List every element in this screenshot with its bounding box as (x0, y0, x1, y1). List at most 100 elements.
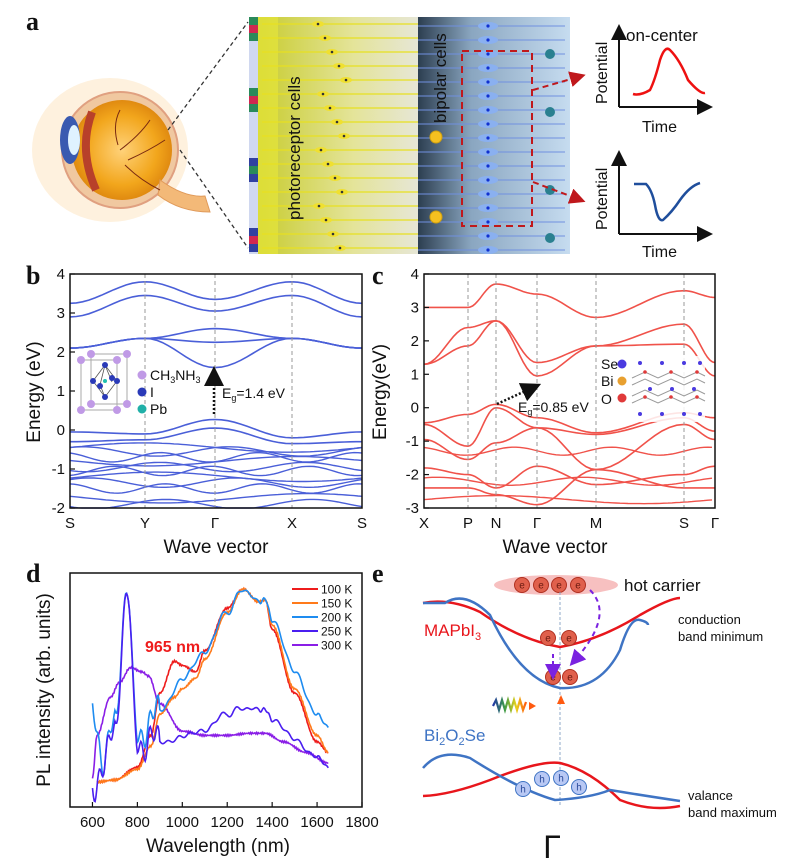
relaxation-arrow-long (569, 589, 601, 666)
potential-label-top: Potential (594, 42, 611, 104)
bipolar-nucleus (486, 192, 490, 196)
band-line-dense (69, 477, 363, 488)
bipolar-nucleus (486, 164, 490, 168)
cell-nucleus (335, 120, 339, 124)
on-center-title: on-center (626, 26, 698, 45)
panel-c-xlabel: Wave vector (503, 537, 609, 558)
ganglion-cell (545, 49, 555, 59)
panel-d-series (91, 586, 329, 803)
xtick-label: 1400 (255, 814, 288, 831)
xtick-label: 1600 (300, 814, 333, 831)
hole-symbol: h (576, 783, 582, 794)
bipolar-nucleus (486, 248, 490, 252)
cell-nucleus (330, 50, 334, 54)
cell-nucleus (316, 22, 320, 26)
ytick-label: 3 (57, 305, 65, 322)
photoreceptor-cells-label: photoreceptor cells (285, 76, 304, 220)
panel-d-ylabel: PL intensity (arb. units) (34, 593, 55, 787)
ganglion-cell (545, 233, 555, 243)
ytick-label: 0 (57, 422, 65, 439)
panel-letter-d: d (26, 559, 41, 588)
band-line-dense (69, 483, 363, 494)
band-line-dense (69, 492, 363, 504)
ytick-label: -2 (52, 500, 65, 517)
ytick-label: -1 (406, 433, 419, 450)
ytick-label: 2 (411, 333, 419, 350)
cell-nucleus (342, 134, 346, 138)
bipolar-nucleus (486, 80, 490, 84)
legend-o: O (601, 391, 612, 407)
panel-b-ylabel: Energy (eV) (24, 341, 45, 442)
pl-series-200k (91, 589, 329, 778)
panel-b-xlabel: Wave vector (164, 537, 270, 558)
off-center-trace (634, 181, 701, 222)
xtick-label: 600 (80, 814, 105, 831)
hole-symbol: h (539, 775, 545, 786)
mapbi3-label: MAPbI3 (424, 621, 481, 643)
panel-c-axes: X P N Γ M S Γ -3 -2 -1 0 1 2 3 4 (406, 266, 719, 532)
legend-pb: Pb (150, 401, 167, 417)
relaxed-electron-symbol: e (550, 673, 556, 684)
bi2o2se-conduction-band (423, 597, 650, 690)
panel-c-frame (423, 273, 716, 509)
band-line-cb2 (69, 337, 363, 349)
bipolar-nucleus (486, 66, 490, 70)
ytick-label: 0 (411, 400, 419, 417)
legend-ch3nh3: CH3NH3 (150, 367, 201, 385)
xtick-label: 800 (125, 814, 150, 831)
bandgap-label-c: Eg=0.85 eV (518, 399, 589, 417)
band-line-dense (423, 494, 713, 505)
kpoint-label: Y (140, 515, 150, 532)
band-line-dense (69, 471, 363, 483)
cell-nucleus (333, 176, 337, 180)
kpoint-label: M (590, 515, 603, 532)
kpoint-label: Γ (211, 515, 219, 532)
legend-label: 100 K (321, 583, 352, 597)
kpoint-label: N (491, 515, 502, 532)
bipolar-nucleus (486, 52, 490, 56)
electron-symbol: e (566, 634, 572, 645)
band-line-dense (69, 446, 363, 457)
legend-label: 200 K (321, 611, 352, 625)
on-center-graph: on-center Potential Time (594, 24, 713, 136)
xtick-label: 1800 (345, 814, 378, 831)
panel-d-xlabel: Wavelength (nm) (146, 836, 290, 857)
hot-electron-symbol: e (538, 581, 544, 592)
gamma-point-label: Γ (543, 829, 561, 865)
ytick-label: 4 (57, 266, 65, 283)
zoom-line-bottom (179, 149, 249, 249)
photon-wave-icon (492, 696, 528, 714)
bipolar-nucleus (486, 234, 490, 238)
bipolar-nucleus (486, 178, 490, 182)
panel-d-frame (69, 572, 363, 808)
electron-symbol: e (545, 634, 551, 645)
band-line-dense (423, 446, 713, 456)
xtick-label: 1200 (211, 814, 244, 831)
hot-electron (551, 577, 567, 593)
cell-nucleus (323, 36, 327, 40)
panel-letter-c: c (372, 261, 384, 290)
relaxed-electron-symbol: e (567, 673, 573, 684)
ytick-label: 4 (411, 266, 419, 283)
panel-d-axes: 600 800 1000 1200 1400 1600 1800 (80, 802, 379, 831)
ganglion-cell (545, 107, 555, 117)
bipolar-nucleus (486, 94, 490, 98)
hole-symbol: h (558, 774, 564, 785)
panel-b-inset-legend: CH3NH3 I Pb (137, 367, 201, 417)
bipolar-nucleus (486, 220, 490, 224)
legend-bi: Bi (601, 373, 613, 389)
electron (561, 630, 577, 646)
potential-label-bottom: Potential (594, 168, 611, 230)
cell-nucleus (337, 64, 341, 68)
ytick-label: -1 (52, 461, 65, 478)
band-line-vb1 (69, 418, 363, 439)
bipolar-cells-label: bipolar cells (431, 33, 450, 123)
bipolar-nucleus (486, 38, 490, 42)
off-center-graph: Potential Time (594, 150, 713, 261)
cell-nucleus (326, 162, 330, 166)
bipolar-nucleus (486, 122, 490, 126)
hole-symbol: h (520, 785, 526, 796)
panel-letter-b: b (26, 261, 40, 290)
